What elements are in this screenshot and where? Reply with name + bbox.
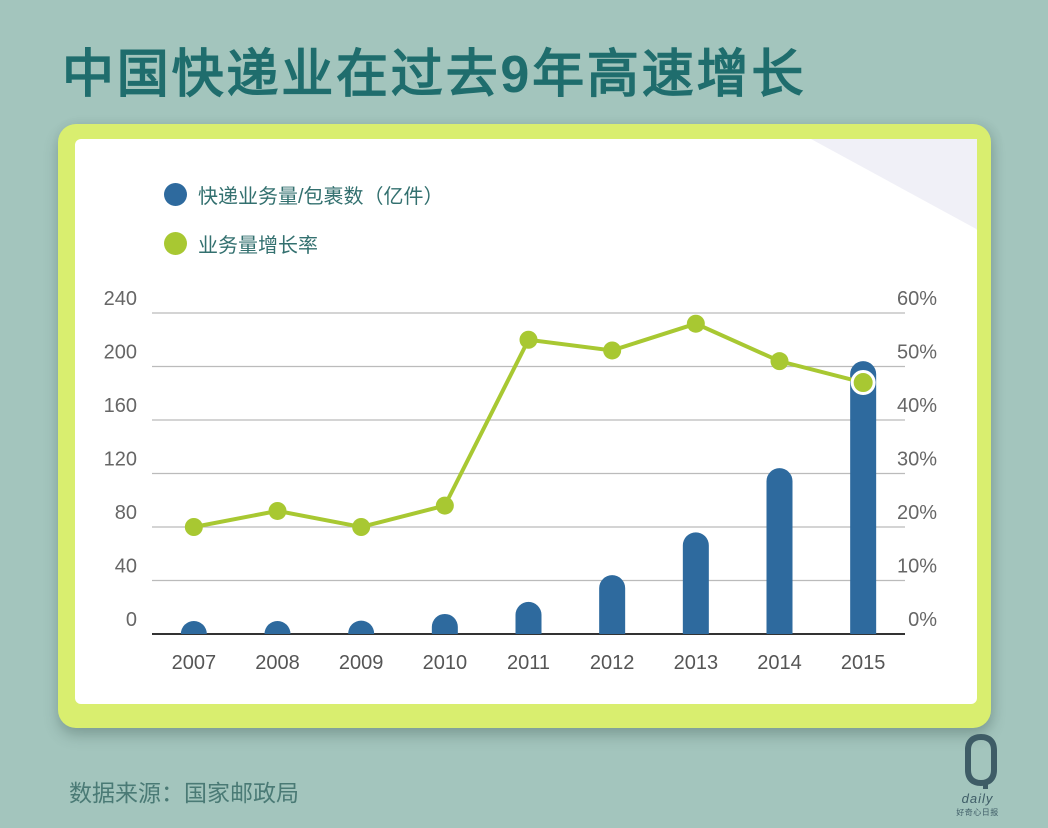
svg-text:0%: 0% xyxy=(908,609,937,631)
svg-text:0: 0 xyxy=(126,609,137,631)
svg-text:2015: 2015 xyxy=(841,652,886,674)
svg-text:80: 80 xyxy=(115,502,137,524)
svg-text:2013: 2013 xyxy=(674,652,719,674)
svg-text:2009: 2009 xyxy=(339,652,384,674)
svg-text:2011: 2011 xyxy=(507,652,550,674)
svg-text:2010: 2010 xyxy=(423,652,468,674)
svg-text:120: 120 xyxy=(104,449,137,471)
svg-text:2014: 2014 xyxy=(757,652,802,674)
svg-text:40: 40 xyxy=(115,556,137,578)
svg-text:240: 240 xyxy=(104,288,137,310)
svg-text:2008: 2008 xyxy=(255,652,300,674)
svg-text:10%: 10% xyxy=(897,556,937,578)
svg-text:2007: 2007 xyxy=(172,652,217,674)
svg-text:50%: 50% xyxy=(897,342,937,364)
svg-text:30%: 30% xyxy=(897,449,937,471)
svg-text:40%: 40% xyxy=(897,395,937,417)
svg-text:200: 200 xyxy=(104,342,137,364)
svg-text:60%: 60% xyxy=(897,288,937,310)
svg-text:20%: 20% xyxy=(897,502,937,524)
svg-text:2012: 2012 xyxy=(590,652,635,674)
svg-text:160: 160 xyxy=(104,395,137,417)
